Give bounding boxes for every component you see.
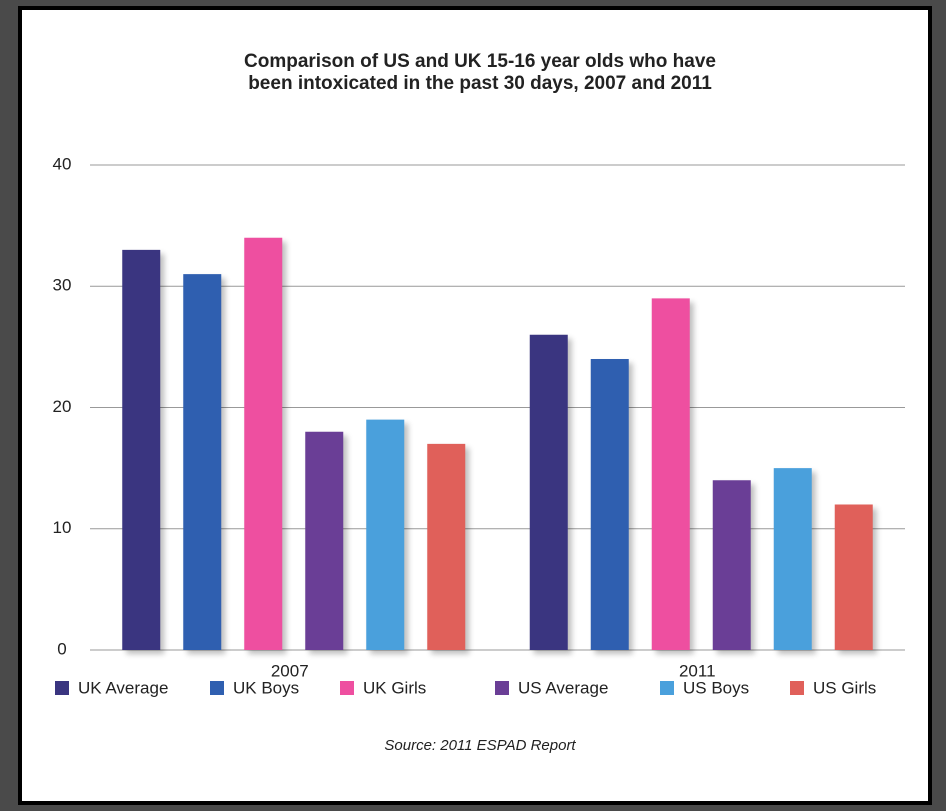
bar (183, 274, 222, 650)
bar (773, 468, 812, 650)
x-tick-label: 2011 (679, 661, 716, 680)
bar (590, 359, 629, 650)
legend-label: UK Average (78, 678, 168, 697)
legend-swatch (55, 681, 69, 695)
legend-label: US Average (518, 678, 608, 697)
bar (305, 431, 344, 650)
y-tick-label: 20 (53, 397, 72, 416)
x-tick-label: 2007 (271, 661, 309, 680)
source-note: Source: 2011 ESPAD Report (384, 737, 576, 754)
legend-swatch (790, 681, 804, 695)
bar (366, 419, 405, 650)
y-tick-label: 0 (57, 639, 66, 658)
chart-panel (18, 6, 932, 805)
bar (529, 334, 568, 650)
legend-swatch (660, 681, 674, 695)
legend-label: US Boys (683, 678, 749, 697)
bar (712, 480, 751, 650)
y-tick-label: 40 (53, 154, 72, 173)
y-tick-label: 30 (53, 276, 72, 295)
bar (122, 249, 161, 650)
legend-swatch (340, 681, 354, 695)
legend-label: UK Girls (363, 678, 426, 697)
legend-label: UK Boys (233, 678, 299, 697)
bar (651, 298, 690, 650)
legend-label: US Girls (813, 678, 876, 697)
legend-swatch (210, 681, 224, 695)
chart-title: been intoxicated in the past 30 days, 20… (248, 73, 712, 94)
y-tick-label: 10 (53, 518, 72, 537)
bar (427, 443, 466, 650)
chart-title: Comparison of US and UK 15-16 year olds … (244, 51, 716, 72)
bar (834, 504, 873, 650)
legend-swatch (495, 681, 509, 695)
bar (244, 237, 283, 650)
